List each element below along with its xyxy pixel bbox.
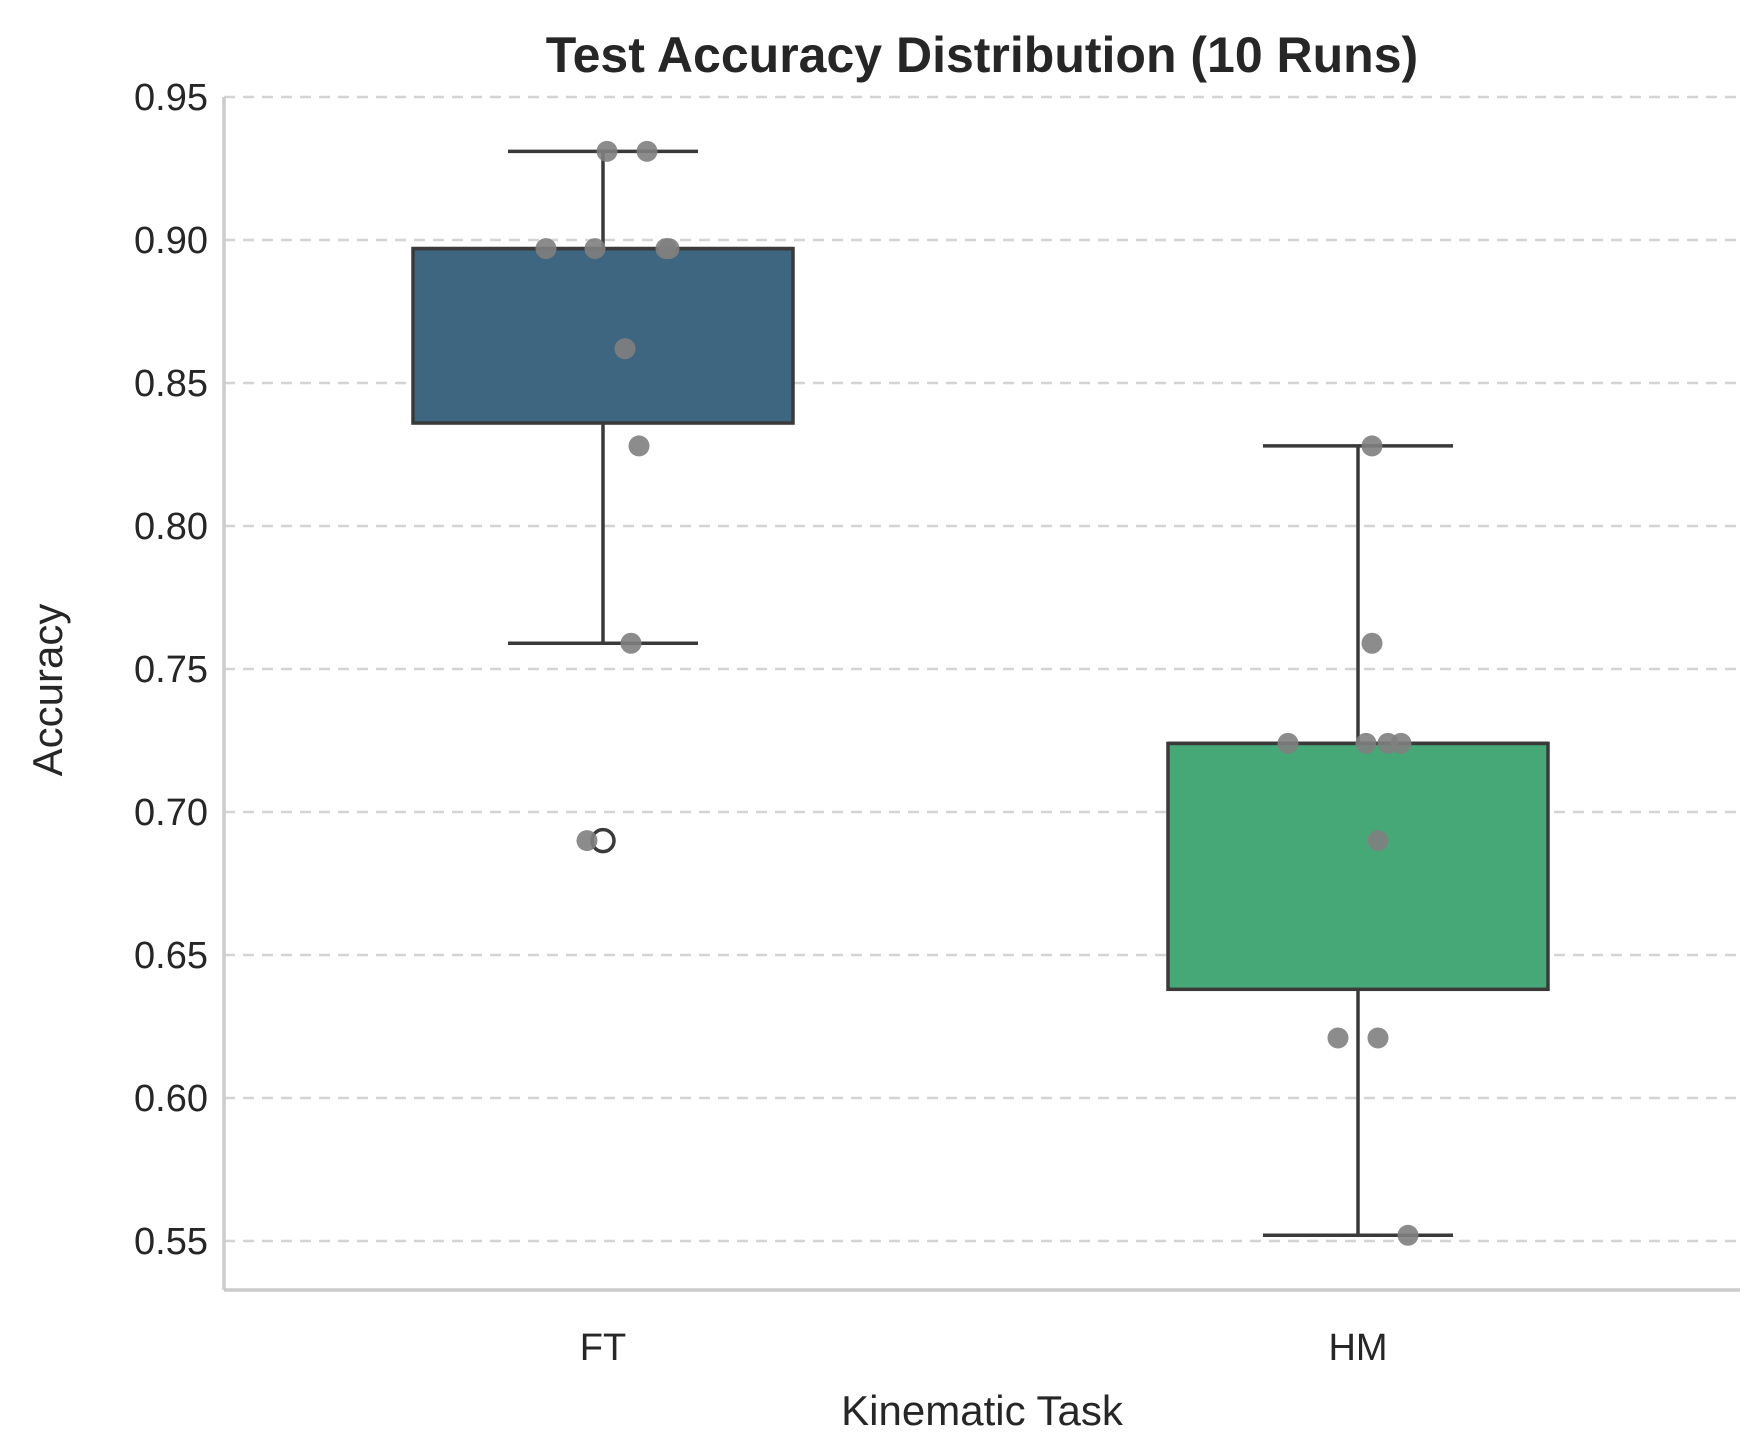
data-point — [1361, 632, 1383, 654]
box-hm — [1166, 741, 1550, 992]
data-point — [596, 140, 618, 162]
data-point — [655, 238, 677, 260]
axes — [222, 97, 1740, 1292]
data-point — [535, 238, 557, 260]
y-axis-title: Accuracy — [24, 604, 71, 777]
data-point — [1367, 830, 1389, 852]
x-tick-label: FT — [580, 1327, 626, 1369]
data-point — [576, 830, 598, 852]
data-point — [628, 435, 650, 457]
boxes — [411, 149, 1550, 1238]
data-point — [1277, 732, 1299, 754]
y-tick-labels: 0.55 0.60 0.65 0.70 0.75 0.80 0.85 0.90 0.95 — [134, 77, 208, 1263]
y-tick-label: 0.85 — [134, 363, 208, 405]
data-points — [535, 140, 1419, 1246]
data-point — [636, 140, 658, 162]
y-tick-label: 0.95 — [134, 77, 208, 119]
data-point — [1397, 1224, 1419, 1246]
y-tick-label: 0.80 — [134, 506, 208, 548]
y-tick-label: 0.55 — [134, 1221, 208, 1263]
y-tick-label: 0.65 — [134, 935, 208, 977]
data-point — [584, 238, 606, 260]
data-point — [620, 632, 642, 654]
x-tick-labels: FT HM — [580, 1327, 1388, 1369]
y-tick-label: 0.70 — [134, 792, 208, 834]
data-point — [1327, 1027, 1349, 1049]
y-tick-label: 0.60 — [134, 1078, 208, 1120]
x-tick-label: HM — [1328, 1327, 1387, 1369]
y-tick-label: 0.90 — [134, 220, 208, 262]
data-point — [1361, 435, 1383, 457]
y-tick-label: 0.75 — [134, 649, 208, 691]
data-point — [614, 338, 636, 360]
data-point — [1367, 1027, 1389, 1049]
box-ft — [411, 246, 795, 425]
x-axis-title: Kinematic Task — [841, 1387, 1124, 1434]
chart-title: Test Accuracy Distribution (10 Runs) — [546, 27, 1418, 83]
data-point — [1390, 732, 1412, 754]
data-point — [1355, 732, 1377, 754]
